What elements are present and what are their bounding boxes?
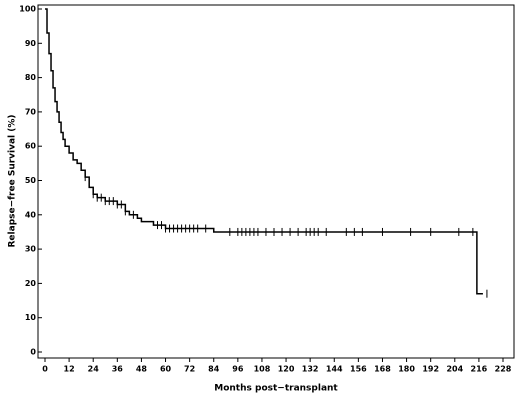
x-tick-label: 48 xyxy=(136,365,148,374)
y-tick-label: 50 xyxy=(25,176,37,185)
y-tick-label: 10 xyxy=(25,313,37,322)
plot-frame xyxy=(37,4,515,359)
x-tick-label: 204 xyxy=(446,365,463,374)
y-tick-label: 30 xyxy=(25,245,37,254)
x-axis-label: Months post−transplant xyxy=(214,384,338,394)
x-tick-label: 132 xyxy=(302,365,319,374)
x-tick-label: 120 xyxy=(278,365,295,374)
y-tick-label: 0 xyxy=(30,348,36,357)
x-tick-label: 24 xyxy=(88,365,100,374)
y-tick-label: 60 xyxy=(25,142,37,151)
y-tick-label: 100 xyxy=(19,5,36,14)
x-tick-label: 192 xyxy=(422,365,439,374)
y-tick-label: 20 xyxy=(25,279,37,288)
x-tick-label: 108 xyxy=(254,365,271,374)
x-tick-label: 72 xyxy=(184,365,195,374)
x-tick-label: 144 xyxy=(326,365,343,374)
y-axis-label: Relapse−free Survival (%) xyxy=(8,114,18,247)
x-tick-label: 216 xyxy=(471,365,488,374)
y-tick-label: 90 xyxy=(25,39,37,48)
y-tick-label: 80 xyxy=(25,73,37,82)
x-tick-label: 168 xyxy=(374,365,391,374)
x-tick-label: 228 xyxy=(495,365,512,374)
survival-curve xyxy=(45,8,483,295)
y-tick-label: 40 xyxy=(25,210,37,219)
x-tick-label: 156 xyxy=(350,365,367,374)
x-tick-label: 96 xyxy=(232,365,244,374)
x-tick-label: 180 xyxy=(398,365,415,374)
y-tick-label: 70 xyxy=(25,107,37,116)
x-tick-label: 12 xyxy=(64,365,75,374)
x-tick-label: 84 xyxy=(208,365,220,374)
x-tick-label: 36 xyxy=(112,365,124,374)
x-tick-label: 60 xyxy=(160,365,172,374)
x-tick-label: 0 xyxy=(42,365,48,374)
